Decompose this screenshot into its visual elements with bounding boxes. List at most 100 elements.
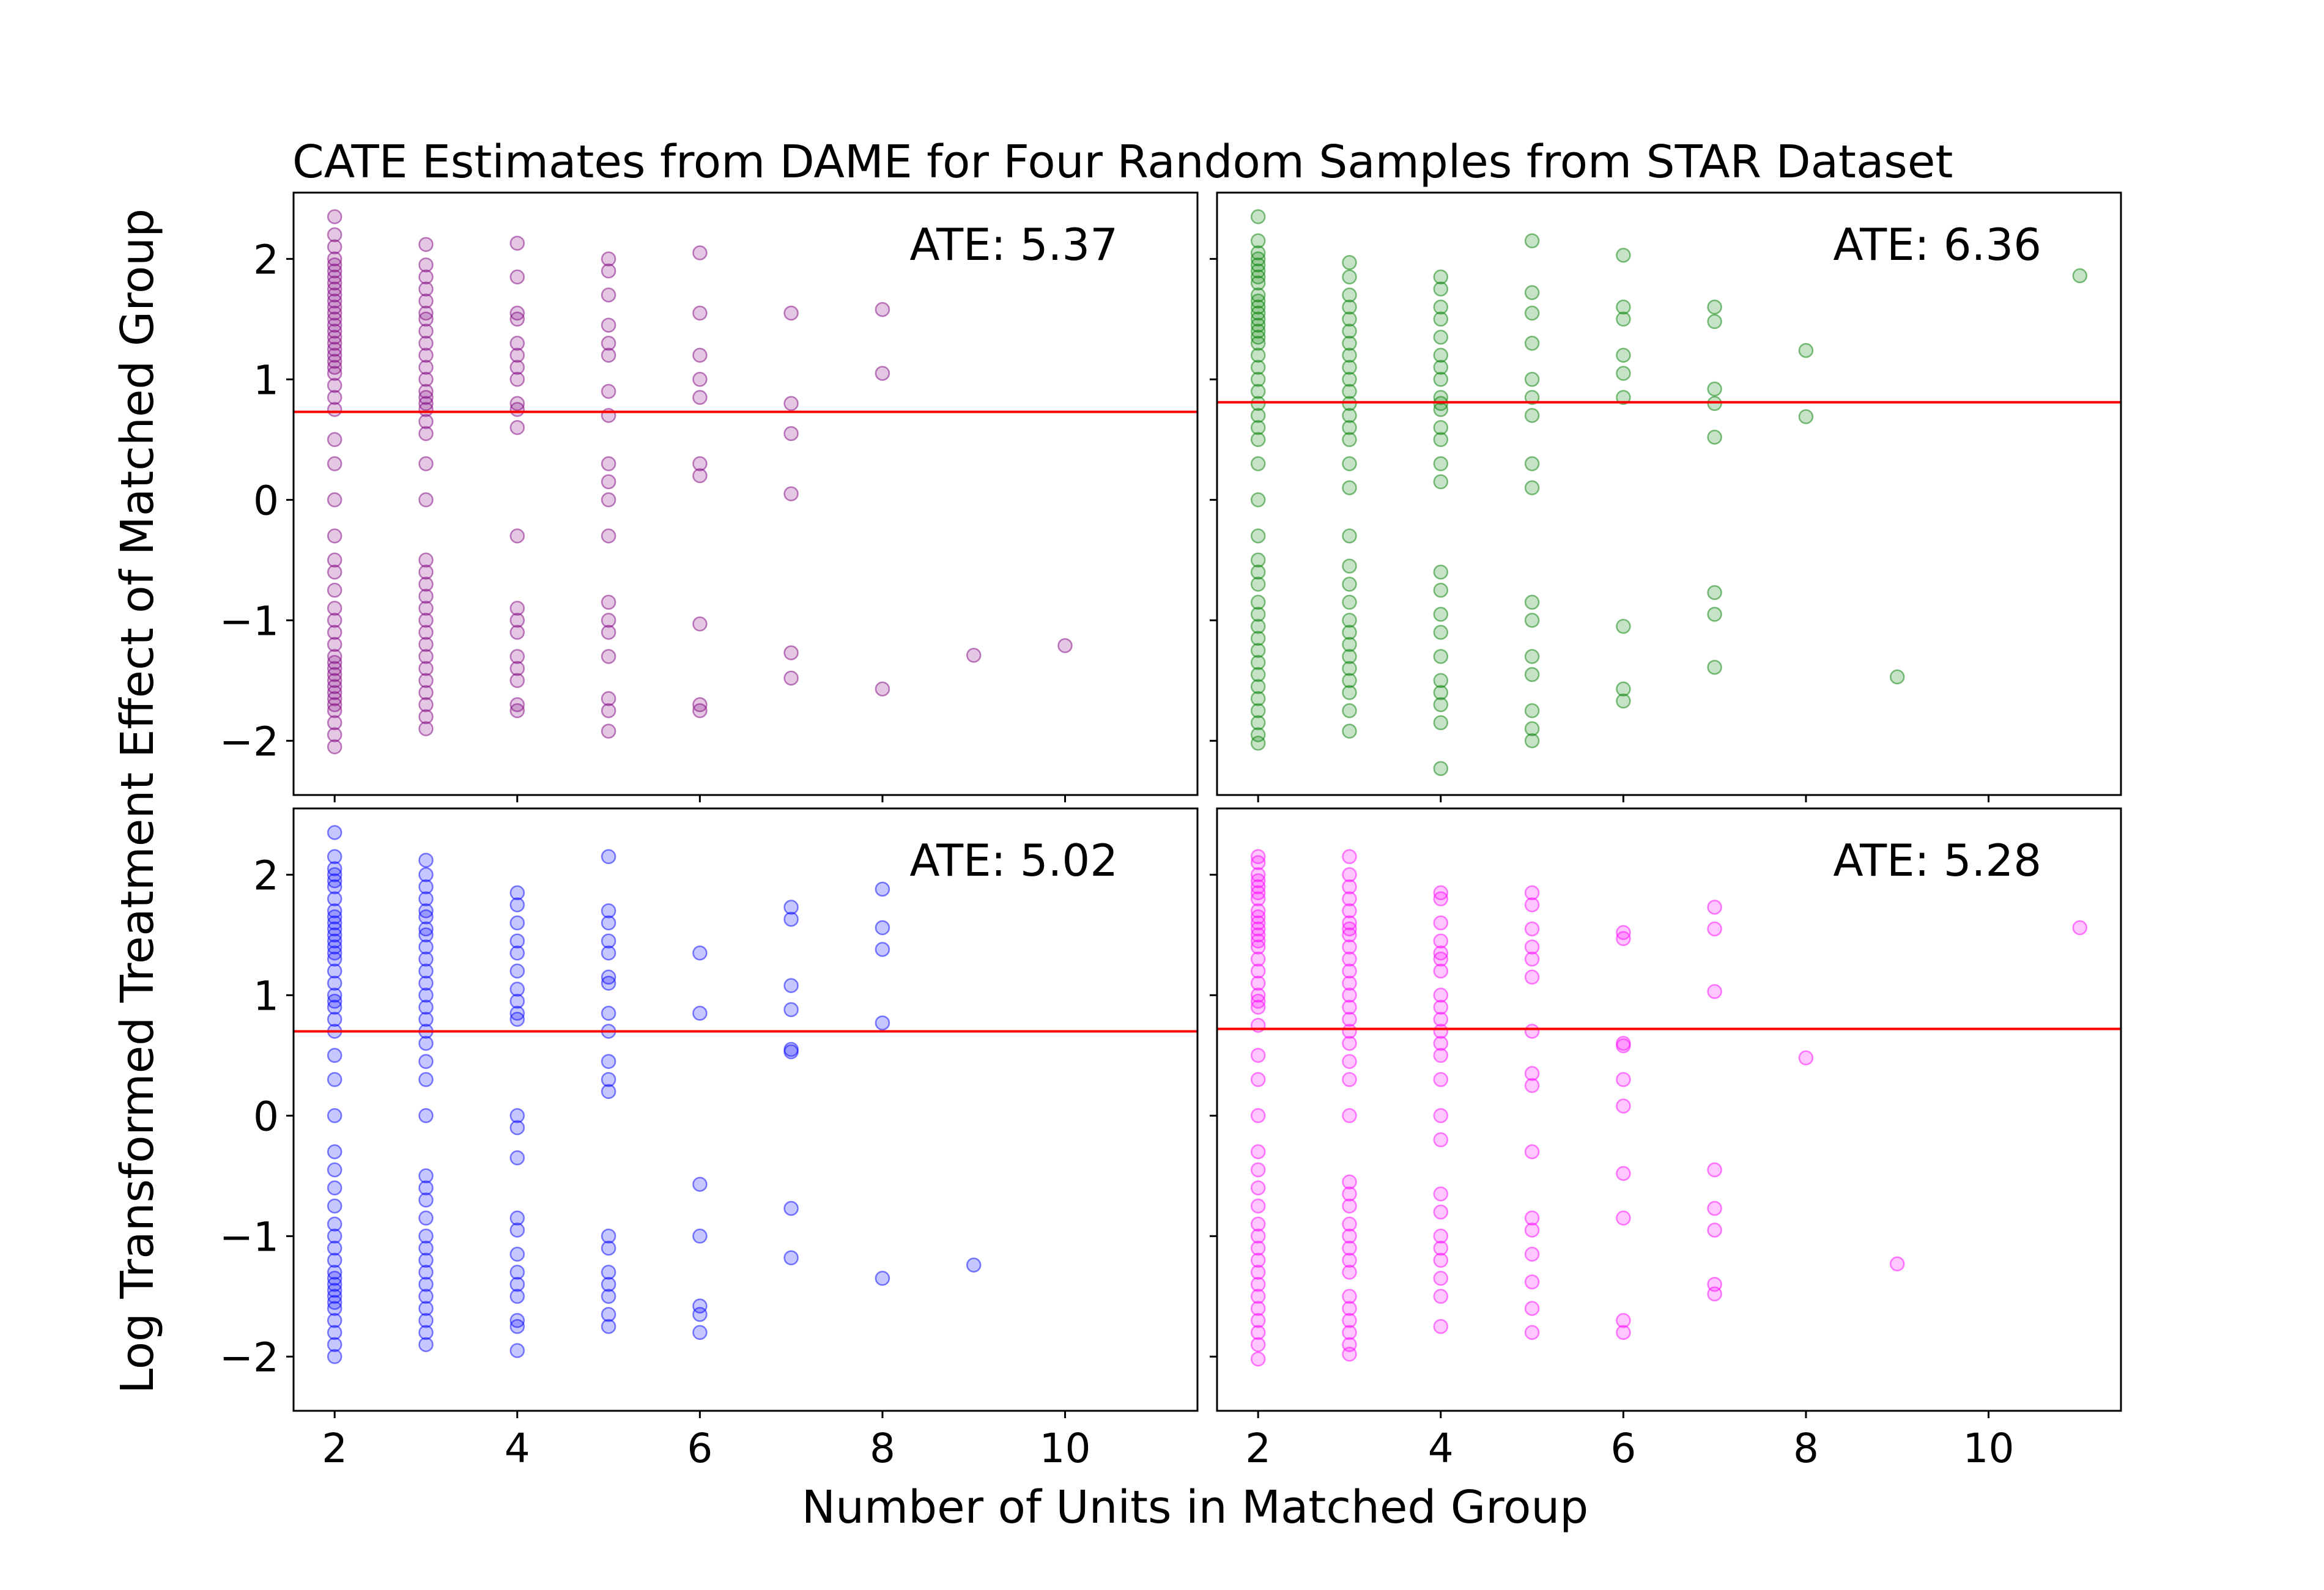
data-point <box>509 360 525 375</box>
data-point <box>418 685 434 700</box>
data-point <box>418 1180 434 1196</box>
data-point <box>875 681 890 697</box>
data-point <box>1342 723 1357 739</box>
data-point <box>1342 432 1357 448</box>
data-point <box>1342 1313 1357 1328</box>
data-point <box>509 982 525 997</box>
data-point <box>1707 1162 1722 1178</box>
data-point <box>601 383 616 399</box>
data-point <box>418 577 434 592</box>
data-point <box>1250 1313 1266 1328</box>
data-point <box>1250 1108 1266 1123</box>
data-point <box>1433 347 1449 363</box>
data-point <box>1433 624 1449 640</box>
data-point <box>327 377 342 393</box>
data-point <box>418 952 434 967</box>
data-point <box>509 915 525 931</box>
data-point <box>509 269 525 285</box>
x-tick-label: 8 <box>1793 1425 1819 1472</box>
data-point <box>509 1289 525 1304</box>
x-tick-label: 2 <box>322 1425 347 1472</box>
data-point <box>327 492 342 508</box>
data-point <box>327 1216 342 1232</box>
data-point <box>418 909 434 925</box>
data-point <box>1524 1078 1540 1093</box>
data-point <box>418 637 434 653</box>
y-tick-label: 2 <box>253 236 279 283</box>
axes-frame <box>1216 807 2122 1412</box>
data-point <box>1250 1144 1266 1159</box>
data-point <box>1524 390 1540 405</box>
data-point <box>509 897 525 912</box>
data-point <box>1342 1289 1357 1304</box>
data-point <box>1524 1024 1540 1039</box>
data-point <box>1433 1204 1449 1220</box>
data-point <box>327 1198 342 1214</box>
data-point <box>1524 952 1540 967</box>
data-point <box>1433 311 1449 327</box>
data-point <box>1707 984 1722 999</box>
data-point <box>1433 564 1449 580</box>
data-point <box>1250 952 1266 967</box>
data-point <box>418 1276 434 1292</box>
data-point <box>327 1229 342 1244</box>
x-tick-label: 8 <box>870 1425 895 1472</box>
data-point <box>509 402 525 417</box>
data-point <box>1250 999 1266 1015</box>
data-point <box>418 1168 434 1184</box>
data-point <box>1342 1265 1357 1280</box>
data-point <box>509 1318 525 1334</box>
data-point <box>1342 637 1357 653</box>
data-point <box>418 1011 434 1027</box>
data-point <box>418 269 434 285</box>
data-point <box>327 879 342 895</box>
data-point <box>1342 1198 1357 1214</box>
data-point <box>1524 1144 1540 1159</box>
data-point <box>1616 248 1631 263</box>
data-point <box>601 975 616 991</box>
data-point <box>1342 324 1357 339</box>
ate-annotation: ATE: 5.02 <box>909 835 1118 886</box>
data-point <box>601 528 616 544</box>
data-point <box>509 945 525 961</box>
data-point <box>1616 1038 1631 1054</box>
data-point <box>1524 1301 1540 1316</box>
ate-annotation: ATE: 6.36 <box>1833 219 2041 270</box>
data-point <box>1250 408 1266 423</box>
data-point <box>1250 552 1266 568</box>
data-point <box>1433 281 1449 297</box>
data-point <box>783 426 799 442</box>
data-point <box>418 294 434 309</box>
data-point <box>1707 1222 1722 1238</box>
data-point <box>1433 933 1449 948</box>
data-point <box>601 251 616 267</box>
data-point <box>601 336 616 351</box>
data-point <box>418 1054 434 1069</box>
data-point <box>418 1313 434 1328</box>
data-point <box>1342 1216 1357 1232</box>
data-point <box>1433 1318 1449 1334</box>
data-point <box>1342 649 1357 664</box>
data-point <box>783 1002 799 1018</box>
data-point <box>327 703 342 719</box>
data-point <box>1342 673 1357 689</box>
data-point <box>1433 673 1449 689</box>
data-point <box>1433 915 1449 931</box>
data-point <box>1798 1050 1814 1066</box>
data-point <box>1342 396 1357 412</box>
data-point <box>1250 618 1266 634</box>
data-point <box>1616 1210 1631 1226</box>
data-point <box>327 624 342 640</box>
data-point <box>601 703 616 719</box>
x-tick-label: 10 <box>1963 1425 2015 1472</box>
data-point <box>1342 383 1357 399</box>
y-tick-label: 0 <box>253 477 279 524</box>
data-point <box>1524 1274 1540 1290</box>
data-point <box>601 594 616 610</box>
data-point <box>783 1200 799 1216</box>
data-point <box>1250 1180 1266 1196</box>
data-point <box>1342 1054 1357 1069</box>
data-point <box>1250 679 1266 694</box>
data-point <box>327 564 342 580</box>
data-point <box>418 649 434 664</box>
